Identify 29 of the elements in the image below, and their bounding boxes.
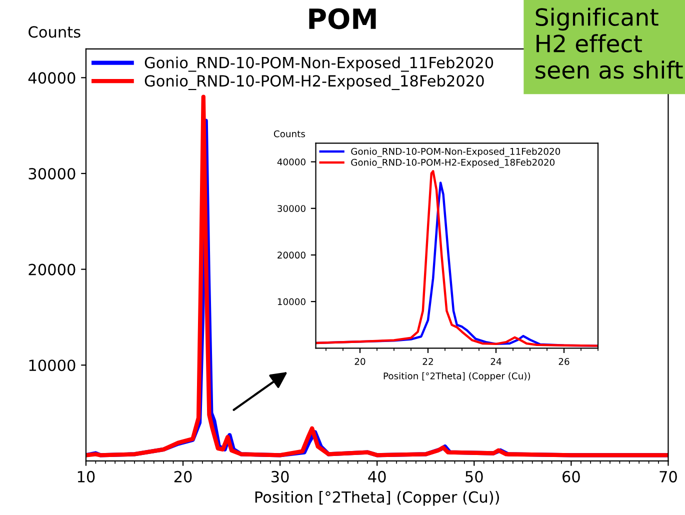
y-tick-label: 40000 — [277, 158, 306, 166]
x-tick-label: 22 — [422, 358, 433, 365]
x-tick-label: 50 — [466, 470, 483, 482]
legend-label: Gonio_RND-10-POM-Non-Exposed_11Feb2020 — [144, 56, 494, 72]
y-tick-label: 10000 — [278, 298, 306, 306]
x-tick-label: 20 — [174, 470, 192, 482]
annotation: Significant H2 effect seen as shift — [536, 8, 683, 79]
x-axis-title: Position [°2Theta] (Copper (Cu)) — [384, 372, 530, 382]
x-tick-label: 70 — [660, 470, 677, 482]
x-tick-label: 20 — [354, 358, 366, 365]
chart-title: POM — [309, 8, 376, 30]
y-tick-label: 20000 — [28, 264, 76, 276]
x-tick-label: 60 — [562, 470, 580, 482]
y-tick-label: 10000 — [29, 360, 76, 372]
legend-label: Gonio_RND-10-POM-H2-Exposed_18Feb2020 — [144, 74, 484, 90]
y-tick-label: 40000 — [28, 72, 76, 84]
y-tick-label: 30000 — [278, 205, 306, 212]
legend-label: Gonio_RND-10-POM-Non-Exposed_11Feb2020 — [351, 148, 560, 157]
x-tick-label: 10 — [78, 470, 95, 482]
x-tick-label: 26 — [558, 358, 570, 365]
x-tick-label: 40 — [368, 470, 386, 482]
y-axis-title: Counts — [28, 26, 80, 38]
x-tick-label: 30 — [271, 470, 289, 482]
y-axis-title: Counts — [274, 130, 306, 138]
y-tick-label: 30000 — [28, 168, 76, 180]
legend-label: Gonio_RND-10-POM-H2-Exposed_18Feb2020 — [351, 158, 555, 168]
x-tick-label: 24 — [490, 358, 502, 365]
x-axis-title: Position [°2Theta] (Copper (Cu)) — [255, 490, 499, 506]
y-tick-label: 20000 — [278, 252, 306, 259]
